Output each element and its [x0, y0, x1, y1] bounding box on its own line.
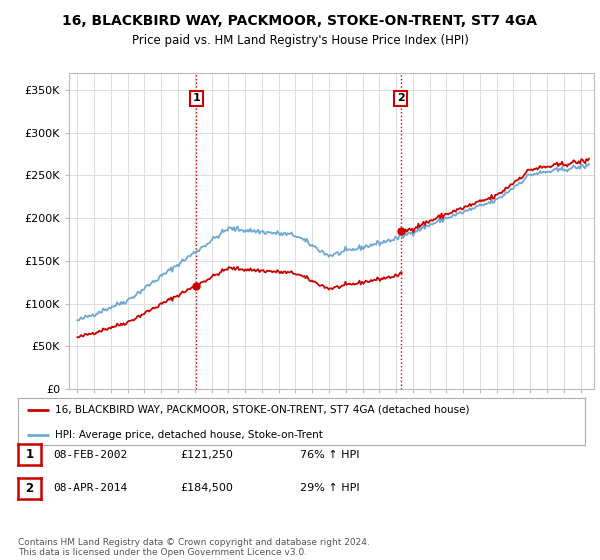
Text: 29% ↑ HPI: 29% ↑ HPI — [300, 483, 359, 493]
Text: £121,250: £121,250 — [180, 450, 233, 460]
Text: 16, BLACKBIRD WAY, PACKMOOR, STOKE-ON-TRENT, ST7 4GA (detached house): 16, BLACKBIRD WAY, PACKMOOR, STOKE-ON-TR… — [55, 404, 469, 414]
Text: 1: 1 — [193, 94, 200, 104]
Text: 2: 2 — [25, 482, 34, 495]
Text: 16, BLACKBIRD WAY, PACKMOOR, STOKE-ON-TRENT, ST7 4GA: 16, BLACKBIRD WAY, PACKMOOR, STOKE-ON-TR… — [62, 14, 538, 28]
Text: Contains HM Land Registry data © Crown copyright and database right 2024.
This d: Contains HM Land Registry data © Crown c… — [18, 538, 370, 557]
Text: 08-FEB-2002: 08-FEB-2002 — [53, 450, 127, 460]
Text: £184,500: £184,500 — [180, 483, 233, 493]
Text: Price paid vs. HM Land Registry's House Price Index (HPI): Price paid vs. HM Land Registry's House … — [131, 34, 469, 46]
Text: 1: 1 — [25, 448, 34, 461]
Text: 76% ↑ HPI: 76% ↑ HPI — [300, 450, 359, 460]
Text: HPI: Average price, detached house, Stoke-on-Trent: HPI: Average price, detached house, Stok… — [55, 430, 323, 440]
Text: 2: 2 — [397, 94, 404, 104]
Text: 08-APR-2014: 08-APR-2014 — [53, 483, 127, 493]
